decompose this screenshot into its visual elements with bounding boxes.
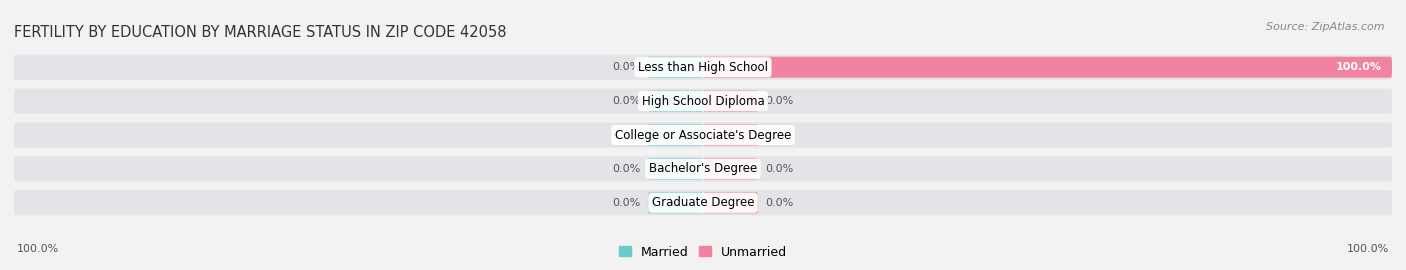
- Text: Less than High School: Less than High School: [638, 61, 768, 74]
- Text: College or Associate's Degree: College or Associate's Degree: [614, 129, 792, 141]
- Text: Graduate Degree: Graduate Degree: [652, 196, 754, 209]
- Text: 0.0%: 0.0%: [765, 130, 793, 140]
- Text: 0.0%: 0.0%: [613, 130, 641, 140]
- Legend: Married, Unmarried: Married, Unmarried: [613, 241, 793, 264]
- Text: 0.0%: 0.0%: [613, 96, 641, 106]
- FancyBboxPatch shape: [703, 124, 758, 146]
- Text: Bachelor's Degree: Bachelor's Degree: [650, 162, 756, 176]
- Text: 100.0%: 100.0%: [1347, 244, 1389, 254]
- Text: FERTILITY BY EDUCATION BY MARRIAGE STATUS IN ZIP CODE 42058: FERTILITY BY EDUCATION BY MARRIAGE STATU…: [14, 25, 506, 40]
- Text: 0.0%: 0.0%: [613, 62, 641, 72]
- FancyBboxPatch shape: [703, 57, 1392, 78]
- FancyBboxPatch shape: [14, 156, 1392, 181]
- Text: 0.0%: 0.0%: [765, 96, 793, 106]
- Text: Source: ZipAtlas.com: Source: ZipAtlas.com: [1267, 22, 1385, 32]
- Text: 100.0%: 100.0%: [1336, 62, 1382, 72]
- Text: 100.0%: 100.0%: [17, 244, 59, 254]
- FancyBboxPatch shape: [648, 57, 703, 78]
- FancyBboxPatch shape: [14, 89, 1392, 114]
- FancyBboxPatch shape: [648, 124, 703, 146]
- FancyBboxPatch shape: [14, 123, 1392, 147]
- FancyBboxPatch shape: [703, 158, 758, 179]
- Text: 0.0%: 0.0%: [765, 198, 793, 208]
- Text: 0.0%: 0.0%: [765, 164, 793, 174]
- FancyBboxPatch shape: [703, 192, 758, 213]
- FancyBboxPatch shape: [14, 55, 1392, 80]
- FancyBboxPatch shape: [648, 192, 703, 213]
- Text: High School Diploma: High School Diploma: [641, 94, 765, 108]
- FancyBboxPatch shape: [703, 91, 758, 112]
- Text: 0.0%: 0.0%: [613, 164, 641, 174]
- FancyBboxPatch shape: [648, 91, 703, 112]
- Text: 0.0%: 0.0%: [613, 198, 641, 208]
- FancyBboxPatch shape: [14, 190, 1392, 215]
- FancyBboxPatch shape: [648, 158, 703, 179]
